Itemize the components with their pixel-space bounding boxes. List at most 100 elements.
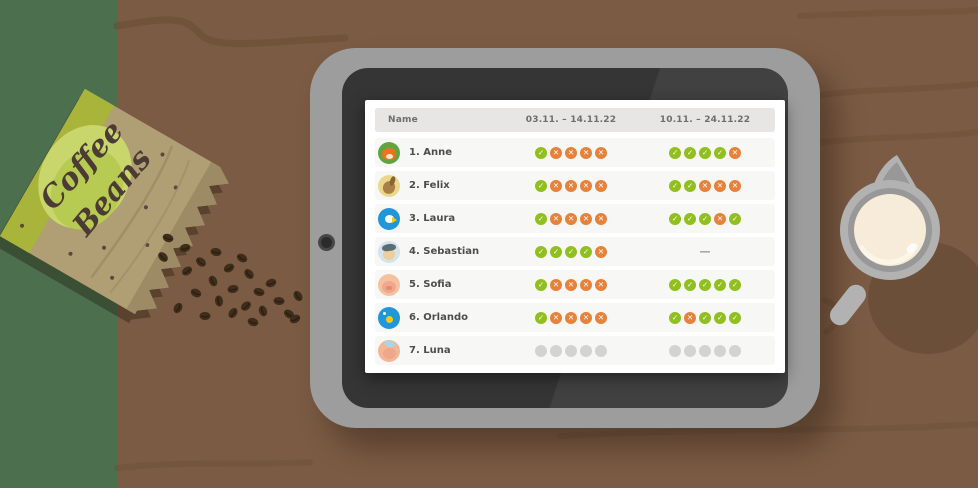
check-icon: ✓ [580, 245, 592, 258]
check-icon: ✓ [535, 245, 547, 258]
cross-icon: ✕ [580, 278, 592, 291]
check-icon: ✓ [699, 212, 711, 225]
cell-period1: ✓ ✕ ✕ ✕ ✕ [507, 212, 635, 225]
cross-icon: ✕ [729, 179, 741, 192]
check-icon: ✓ [729, 212, 741, 225]
check-icon: ✓ [729, 311, 741, 324]
cell-period1: ✓ ✕ ✕ ✕ ✕ [507, 179, 635, 192]
cross-icon: ✕ [550, 146, 562, 159]
jug-shadow [868, 242, 978, 354]
jug-spout [872, 155, 922, 198]
cell-period1: ✓ ✕ ✕ ✕ ✕ [507, 278, 635, 291]
attendance-panel: Name 03.11. – 14.11.22 10.11. – 24.11.22… [365, 100, 785, 373]
check-icon: ✓ [669, 278, 681, 291]
cross-icon: ✕ [595, 278, 607, 291]
col-header-period1: 03.11. – 14.11.22 [525, 115, 617, 125]
cell-period2: ✓ ✓ ✕ ✕ ✕ [635, 179, 775, 192]
pig-avatar [378, 273, 400, 296]
check-icon: ✓ [714, 311, 726, 324]
col-header-name: Name [388, 115, 418, 125]
tablet: Name 03.11. – 14.11.22 10.11. – 24.11.22… [310, 48, 820, 428]
member-name: 6. Orlando [409, 312, 468, 323]
table-body: 1. Anne ✓ ✕ ✕ ✕ ✕ ✓ ✓ ✓ ✓ ✕ 2. Felix ✓ ✕ ✕ ✕ ✕ ✓ ✓ ✕ ✕ ✕… [375, 138, 775, 365]
member-name: 2. Felix [409, 180, 450, 191]
member-cell: 4. Sebastian [375, 240, 507, 263]
check-icon: ✓ [669, 212, 681, 225]
member-cell: 1. Anne [375, 141, 507, 164]
cell-period2: ✓ ✓ ✓ ✓ ✓ [635, 278, 775, 291]
cross-icon: ✕ [684, 311, 696, 324]
cross-icon: ✕ [565, 278, 577, 291]
check-icon: ✓ [669, 179, 681, 192]
cell-period2: — [699, 245, 711, 258]
jug-handle [829, 284, 867, 326]
cross-icon: ✕ [729, 146, 741, 159]
check-icon: ✓ [550, 245, 562, 258]
cross-icon: ✕ [714, 212, 726, 225]
cell-period2: ✓ ✓ ✓ ✓ ✕ [635, 146, 775, 159]
cell-period1 [507, 344, 635, 357]
pending-dot-icon [729, 344, 741, 357]
pending-dot-icon [684, 344, 696, 357]
cap-avatar [378, 240, 400, 263]
cell-period1: ✓ ✕ ✕ ✕ ✕ [507, 311, 635, 324]
tablet-screen: Name 03.11. – 14.11.22 10.11. – 24.11.22… [342, 68, 788, 408]
member-cell: 3. Laura [375, 207, 507, 230]
check-icon: ✓ [535, 212, 547, 225]
cross-icon: ✕ [565, 146, 577, 159]
table-header: Name 03.11. – 14.11.22 10.11. – 24.11.22 [375, 108, 775, 132]
check-icon: ✓ [684, 146, 696, 159]
check-icon: ✓ [535, 311, 547, 324]
pending-dot-icon [714, 344, 726, 357]
cross-icon: ✕ [550, 278, 562, 291]
cross-icon: ✕ [550, 212, 562, 225]
milk-surface [854, 194, 926, 266]
cross-icon: ✕ [595, 245, 607, 258]
table-row[interactable]: 6. Orlando ✓ ✕ ✕ ✕ ✕ ✓ ✕ ✓ ✓ ✓ [375, 303, 775, 332]
member-cell: 2. Felix [375, 174, 507, 197]
check-icon: ✓ [684, 212, 696, 225]
check-icon: ✓ [684, 179, 696, 192]
pending-dot-icon [669, 344, 681, 357]
check-icon: ✓ [699, 146, 711, 159]
cross-icon: ✕ [580, 212, 592, 225]
green-stripe [0, 0, 117, 488]
pending-dot-icon [565, 344, 577, 357]
member-name: 5. Sofia [409, 279, 452, 290]
cross-icon: ✕ [595, 311, 607, 324]
cross-icon: ✕ [580, 311, 592, 324]
cell-period2: ✓ ✓ ✓ ✕ ✓ [635, 212, 775, 225]
col-header-period2: 10.11. – 24.11.22 [659, 115, 751, 125]
table-row[interactable]: 3. Laura ✓ ✕ ✕ ✕ ✕ ✓ ✓ ✓ ✕ ✓ [375, 204, 775, 233]
member-cell: 6. Orlando [375, 306, 507, 329]
cross-icon: ✕ [565, 311, 577, 324]
cross-icon: ✕ [550, 311, 562, 324]
cell-period2 [635, 344, 775, 357]
luna-avatar [378, 339, 400, 362]
pending-dot-icon [699, 344, 711, 357]
member-name: 4. Sebastian [409, 246, 480, 257]
cross-icon: ✕ [580, 146, 592, 159]
check-icon: ✓ [699, 278, 711, 291]
coffee-beans [158, 233, 303, 327]
check-icon: ✓ [669, 146, 681, 159]
table-row[interactable]: 7. Luna [375, 336, 775, 365]
cell-period2: ✓ ✕ ✓ ✓ ✓ [635, 311, 775, 324]
table-row[interactable]: 5. Sofia ✓ ✕ ✕ ✕ ✕ ✓ ✓ ✓ ✓ ✓ [375, 270, 775, 299]
cross-icon: ✕ [595, 179, 607, 192]
pending-dot-icon [580, 344, 592, 357]
table-row[interactable]: 1. Anne ✓ ✕ ✕ ✕ ✕ ✓ ✓ ✓ ✓ ✕ [375, 138, 775, 167]
cross-icon: ✕ [550, 179, 562, 192]
check-icon: ✓ [565, 245, 577, 258]
member-cell: 7. Luna [375, 339, 507, 362]
check-icon: ✓ [729, 278, 741, 291]
cross-icon: ✕ [595, 146, 607, 159]
check-icon: ✓ [714, 278, 726, 291]
table-row[interactable]: 2. Felix ✓ ✕ ✕ ✕ ✕ ✓ ✓ ✕ ✕ ✕ [375, 171, 775, 200]
rabbit-avatar [378, 174, 400, 197]
check-icon: ✓ [714, 146, 726, 159]
nightbird-avatar [378, 306, 400, 329]
cross-icon: ✕ [565, 179, 577, 192]
table-row[interactable]: 4. Sebastian ✓ ✓ ✓ ✓ ✕ — [375, 237, 775, 266]
